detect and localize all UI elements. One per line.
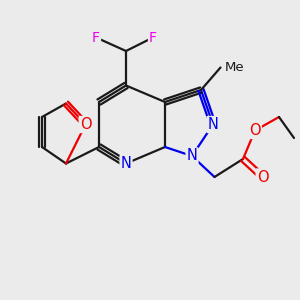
Text: F: F: [92, 31, 100, 44]
Text: O: O: [257, 169, 268, 184]
Text: N: N: [208, 117, 218, 132]
Text: N: N: [187, 148, 197, 164]
Text: F: F: [149, 31, 157, 44]
Text: O: O: [249, 123, 261, 138]
Text: Me: Me: [225, 61, 244, 74]
Text: O: O: [80, 117, 91, 132]
Text: N: N: [121, 156, 131, 171]
